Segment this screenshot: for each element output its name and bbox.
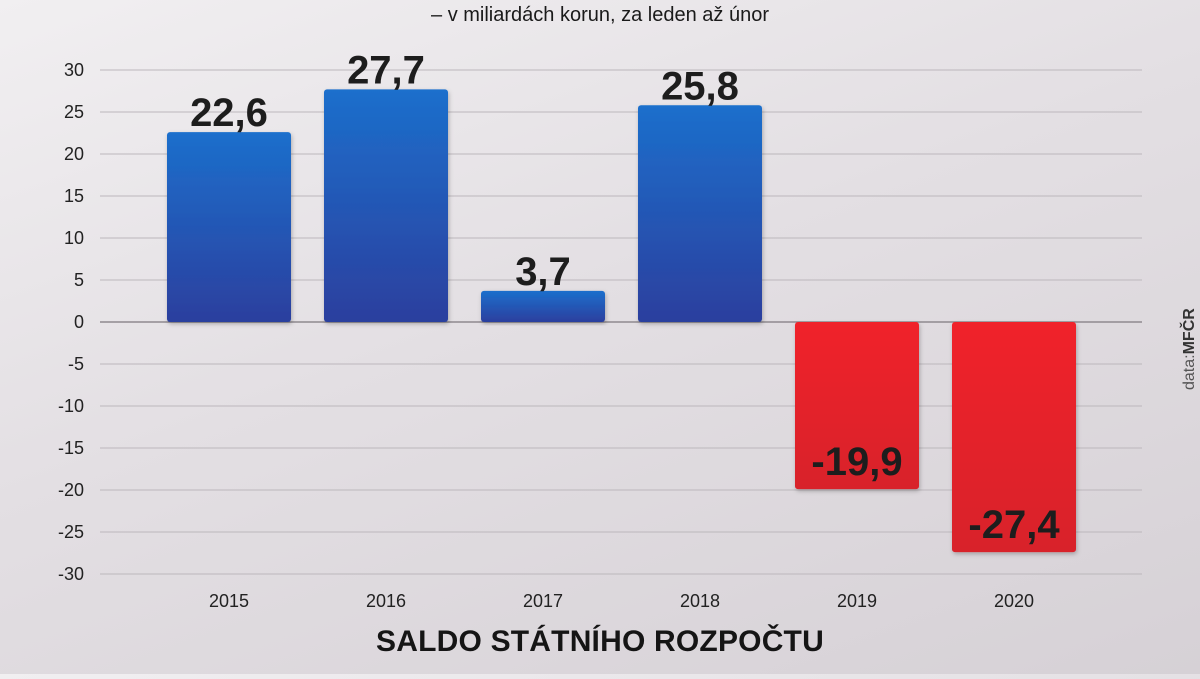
x-tick-label: 2020 [994, 591, 1034, 611]
bar [167, 132, 291, 322]
bar [638, 105, 762, 322]
y-tick-label: -30 [58, 564, 84, 584]
y-tick-label: 0 [74, 312, 84, 332]
value-label: 3,7 [515, 250, 571, 294]
x-tick-label: 2018 [680, 591, 720, 611]
value-label: -19,9 [811, 440, 902, 484]
x-axis-ticks: 2015 2016 2017 2018 2019 2020 [209, 591, 1034, 611]
y-tick-label: 10 [64, 228, 84, 248]
value-labels: 22,6 27,7 3,7 25,8 -19,9 -27,4 [190, 48, 1060, 547]
value-label: 22,6 [190, 91, 268, 135]
y-tick-label: -15 [58, 438, 84, 458]
y-tick-label: 25 [64, 102, 84, 122]
value-label: 27,7 [347, 48, 425, 92]
x-tick-label: 2016 [366, 591, 406, 611]
y-tick-label: -5 [68, 354, 84, 374]
y-axis-ticks: 30 25 20 15 10 5 0 -5 -10 -15 -20 -25 -30 [58, 60, 84, 584]
bars [167, 89, 1076, 553]
x-tick-label: 2017 [523, 591, 563, 611]
value-label: -27,4 [968, 503, 1060, 547]
y-tick-label: 30 [64, 60, 84, 80]
bar [324, 89, 448, 322]
x-tick-label: 2015 [209, 591, 249, 611]
chart-title: SALDO STÁTNÍHO ROZPOČTU [376, 625, 824, 658]
y-tick-label: 20 [64, 144, 84, 164]
y-tick-label: -10 [58, 396, 84, 416]
source-name: MFČR [1181, 308, 1198, 355]
bar [481, 290, 605, 322]
source-prefix: data: [1181, 354, 1198, 390]
bar [952, 322, 1076, 553]
chart-subtitle: – v miliardách korun, za leden až únor [431, 4, 769, 26]
bar [795, 322, 919, 490]
y-tick-label: -25 [58, 522, 84, 542]
y-tick-label: 15 [64, 186, 84, 206]
source-note: data:MFČR [1181, 260, 1200, 400]
y-tick-label: -20 [58, 480, 84, 500]
y-tick-label: 5 [74, 270, 84, 290]
value-label: 25,8 [661, 64, 739, 108]
x-tick-label: 2019 [837, 591, 877, 611]
